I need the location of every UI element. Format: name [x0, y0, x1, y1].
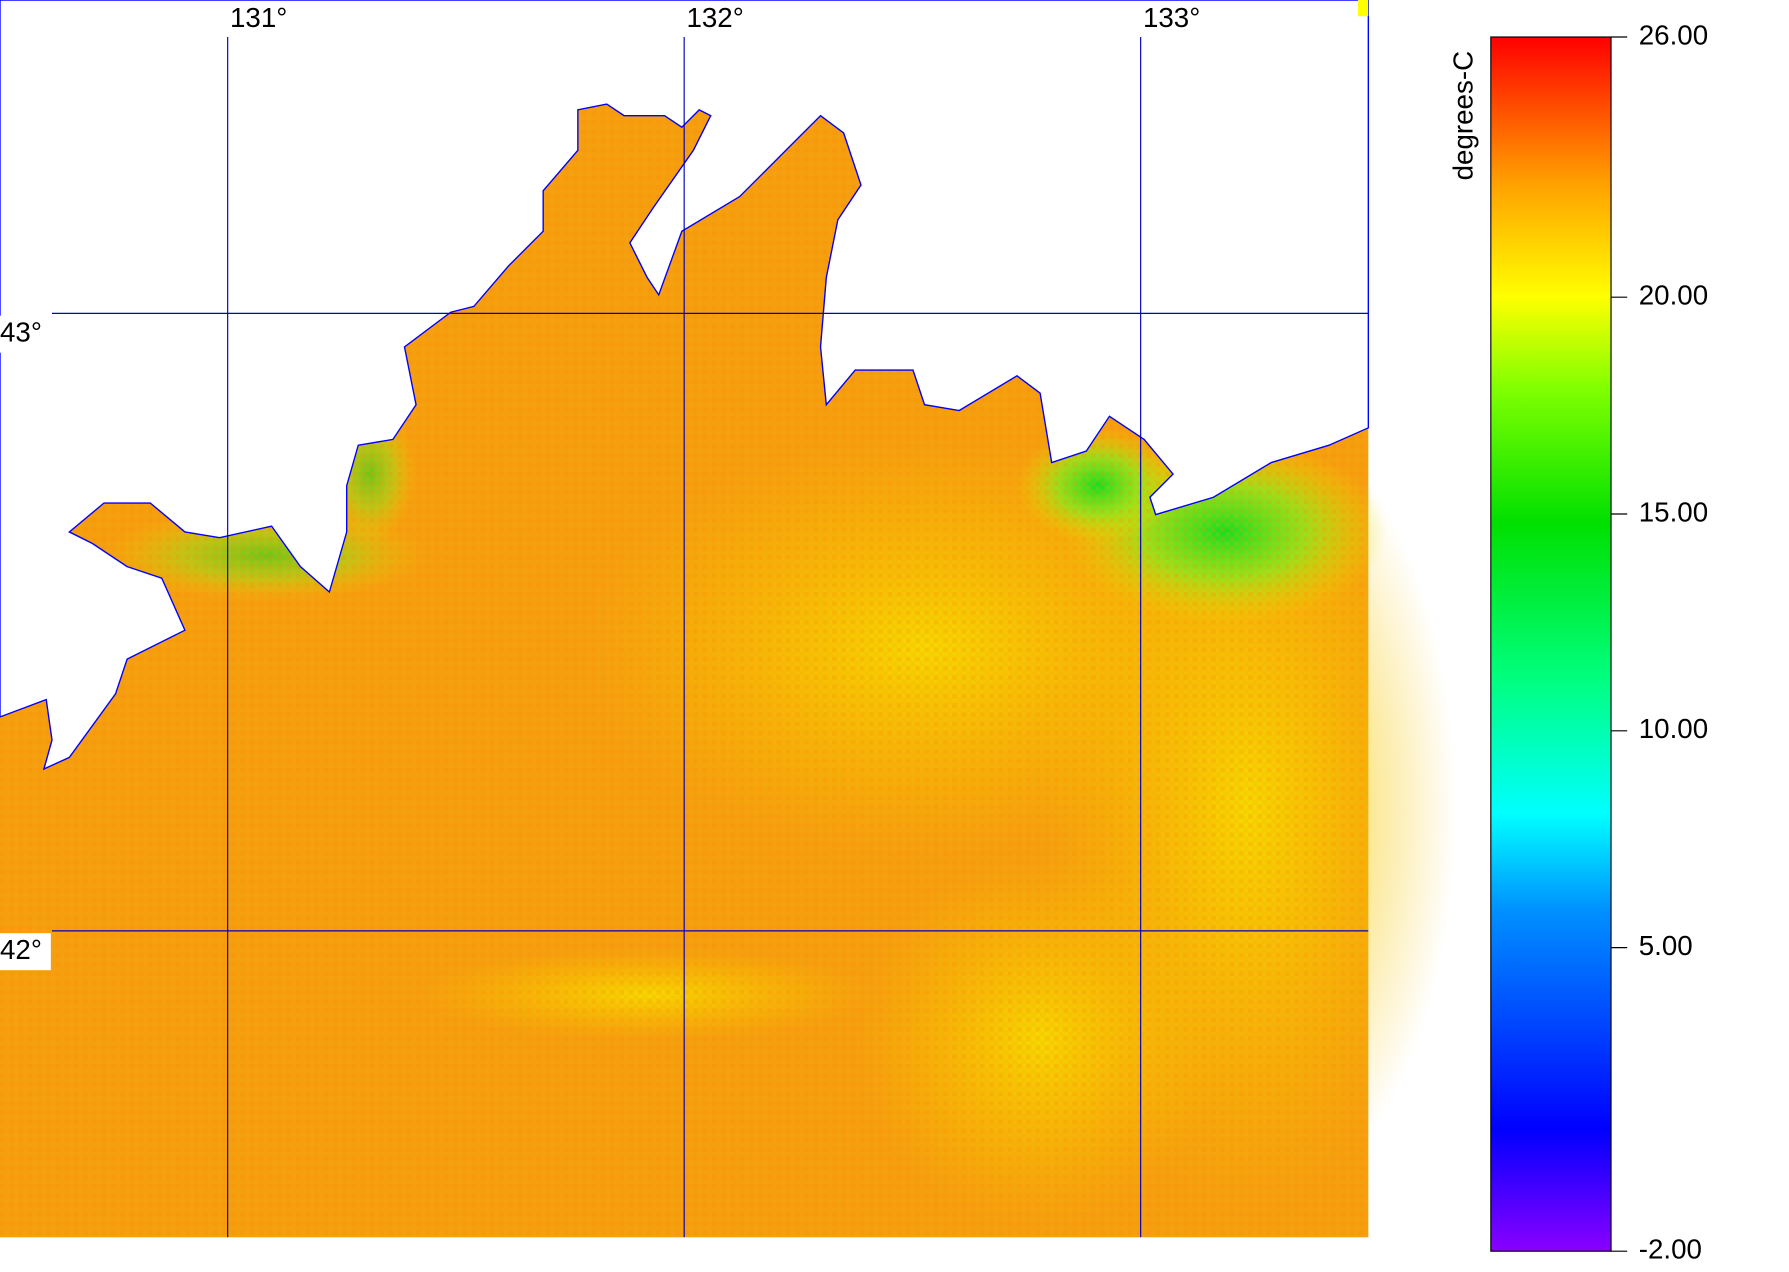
- graticule: 131° 132° 133° 43° 42°: [0, 2, 1369, 1238]
- lat-label: 43°: [0, 317, 42, 348]
- colorbar-tick-label: 15.00: [1639, 496, 1708, 527]
- lon-label: 133°: [1143, 2, 1200, 33]
- colorbar-tick-label: 20.00: [1639, 280, 1708, 311]
- colorbar-ticks: 26.00 20.00 15.00 10.00 5.00 -2.00: [1611, 19, 1708, 1265]
- label-bg: [0, 315, 51, 353]
- marker: [1357, 0, 1369, 17]
- colorbar-tick-label: 26.00: [1639, 19, 1708, 50]
- land: [0, 0, 1370, 771]
- colorbar-tick-label: 10.00: [1639, 713, 1708, 744]
- colorbar-unit: degrees-C: [1448, 51, 1479, 181]
- sst-field: [0, 0, 1457, 1238]
- lon-label: 131°: [230, 2, 287, 33]
- colorbar-tick-label: -2.00: [1639, 1234, 1702, 1265]
- lon-label: 132°: [686, 2, 743, 33]
- label-bg: [0, 933, 51, 971]
- lat-label: 42°: [0, 934, 42, 965]
- colorbar-tick-label: 5.00: [1639, 930, 1693, 961]
- colorbar: [1490, 36, 1612, 1252]
